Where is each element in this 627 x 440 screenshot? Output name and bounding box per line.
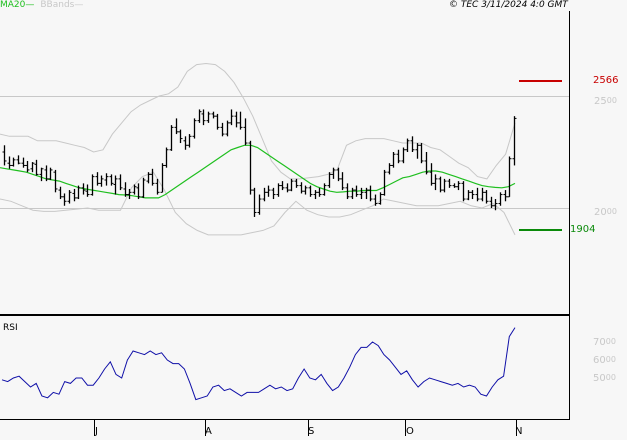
x-axis-ticks <box>94 420 517 436</box>
copyright-timestamp: © TEC 3/11/2024 4:0 GMT <box>449 0 568 10</box>
rsi-axis-label-50: 5000 <box>593 373 616 384</box>
ohlc-bars <box>2 109 517 217</box>
support-label: 1904 <box>570 224 596 235</box>
bollinger-bands <box>0 62 516 236</box>
ma20-polyline <box>0 144 516 199</box>
bollinger-upper <box>0 62 516 180</box>
month-label-oct: O <box>406 426 414 437</box>
bollinger-lower <box>0 171 516 236</box>
legend-ma20: MA20— <box>0 0 35 10</box>
price-gridlines <box>0 96 569 209</box>
legend-bbands: BBands— <box>40 0 84 10</box>
rsi-axis-label-70: 7000 <box>593 337 616 348</box>
support-resistance-lines <box>519 80 562 231</box>
month-label-jul: J <box>95 426 98 437</box>
month-label-sep: S <box>308 426 315 437</box>
rsi-axis-label-60: 6000 <box>593 355 616 366</box>
price-axis-label-2500: 2500 <box>594 96 617 107</box>
resistance-label: 2566 <box>593 75 619 86</box>
ma20-line <box>0 144 516 199</box>
rsi-line <box>1 327 516 401</box>
price-axis-label-2000: 2000 <box>594 207 617 218</box>
rsi-title: RSI <box>3 323 18 333</box>
month-label-nov: N <box>515 426 523 437</box>
rsi-polyline <box>1 327 516 401</box>
legend: MA20— BBands— <box>0 0 83 11</box>
month-label-aug: A <box>205 426 212 437</box>
